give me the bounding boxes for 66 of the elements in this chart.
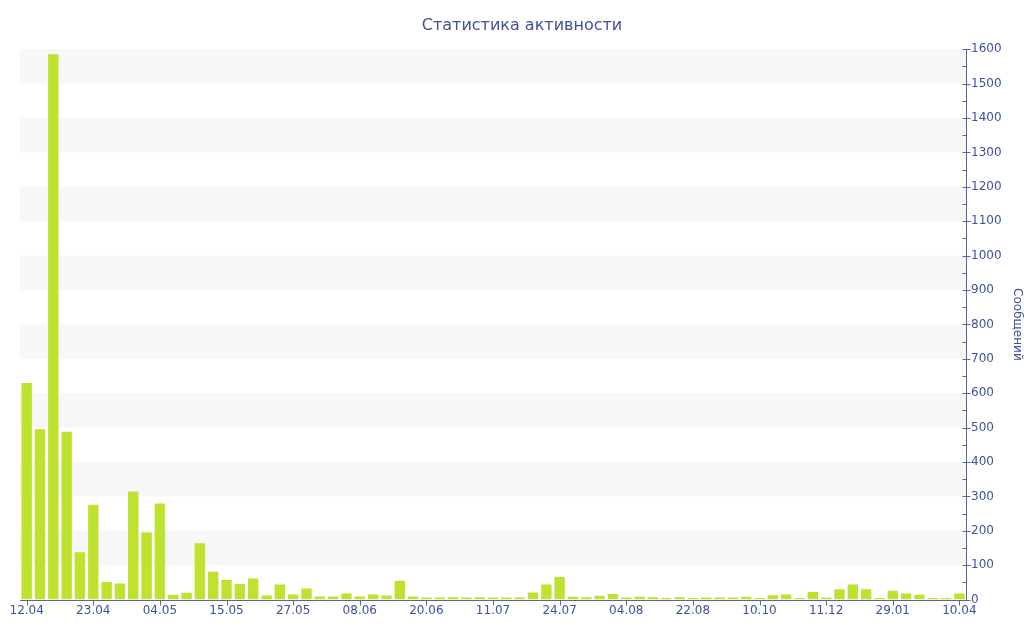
bar [194, 543, 206, 600]
bar [554, 576, 565, 600]
bar [74, 552, 86, 600]
y-tick-label: 1200 [971, 178, 1002, 193]
bar [101, 582, 112, 600]
y-tick-label: 1400 [971, 110, 1002, 125]
bar [88, 504, 99, 600]
bar [381, 595, 392, 600]
y-tick-label: 100 [971, 557, 994, 572]
y-tick-label: 1600 [971, 41, 1002, 56]
y-tick-label: 600 [971, 385, 994, 400]
bar [367, 594, 379, 600]
x-tick-label: 04.05 [142, 602, 178, 617]
bar [154, 503, 166, 600]
bar [287, 594, 299, 600]
bar [208, 571, 219, 600]
bar [541, 584, 552, 600]
x-tick-label: 15.05 [209, 602, 244, 617]
x-tick-label: 12.04 [9, 602, 44, 617]
bar [527, 592, 539, 600]
y-tick-label: 300 [971, 488, 994, 503]
bar [847, 584, 858, 600]
x-tick-label: 20.06 [409, 602, 444, 617]
bar [261, 595, 272, 600]
bar [181, 592, 192, 600]
bar [234, 584, 246, 600]
y-tick-label: 1300 [971, 144, 1002, 159]
y-tick-label: 1000 [971, 247, 1002, 262]
x-tick-label: 11.12 [808, 602, 844, 617]
bar [900, 593, 912, 600]
x-tick-label: 27.05 [275, 602, 311, 617]
x-tick-label: 08.06 [342, 602, 377, 617]
bar [394, 580, 405, 600]
x-tick-label: 24.07 [542, 602, 577, 617]
bar [780, 594, 792, 600]
y-tick-label: 500 [971, 419, 994, 434]
bar [21, 382, 32, 600]
bar [341, 593, 352, 600]
bar [128, 491, 139, 600]
bar [114, 583, 126, 600]
bar [301, 588, 312, 600]
bar [61, 431, 72, 600]
x-tick-label: 23.04 [76, 602, 111, 617]
bar [141, 532, 152, 600]
y-tick-label: 200 [971, 522, 994, 537]
y-tick-label: 1100 [971, 213, 1002, 228]
y-tick-label: 400 [971, 454, 994, 469]
chart-title: Статистика активности [421, 14, 623, 34]
bar [834, 589, 845, 600]
bar [274, 584, 286, 600]
bar [34, 429, 46, 600]
y-tick-label: 700 [971, 350, 994, 365]
y-tick-label: 800 [971, 316, 994, 331]
bar [221, 579, 232, 600]
y-tick-label: 1500 [971, 75, 1002, 90]
bar [954, 593, 965, 600]
bar [860, 589, 872, 600]
x-tick-label: 11.07 [475, 602, 511, 617]
bar [48, 54, 59, 600]
bar [247, 578, 259, 600]
y-axis-title: Сообщений [1010, 288, 1024, 361]
x-tick-label: 29.01 [875, 602, 910, 617]
y-tick-label: 900 [971, 282, 994, 297]
x-tick-label: 22.08 [675, 602, 711, 617]
x-tick-label: 10.10 [742, 602, 777, 617]
x-tick-label: 04.08 [609, 602, 644, 617]
